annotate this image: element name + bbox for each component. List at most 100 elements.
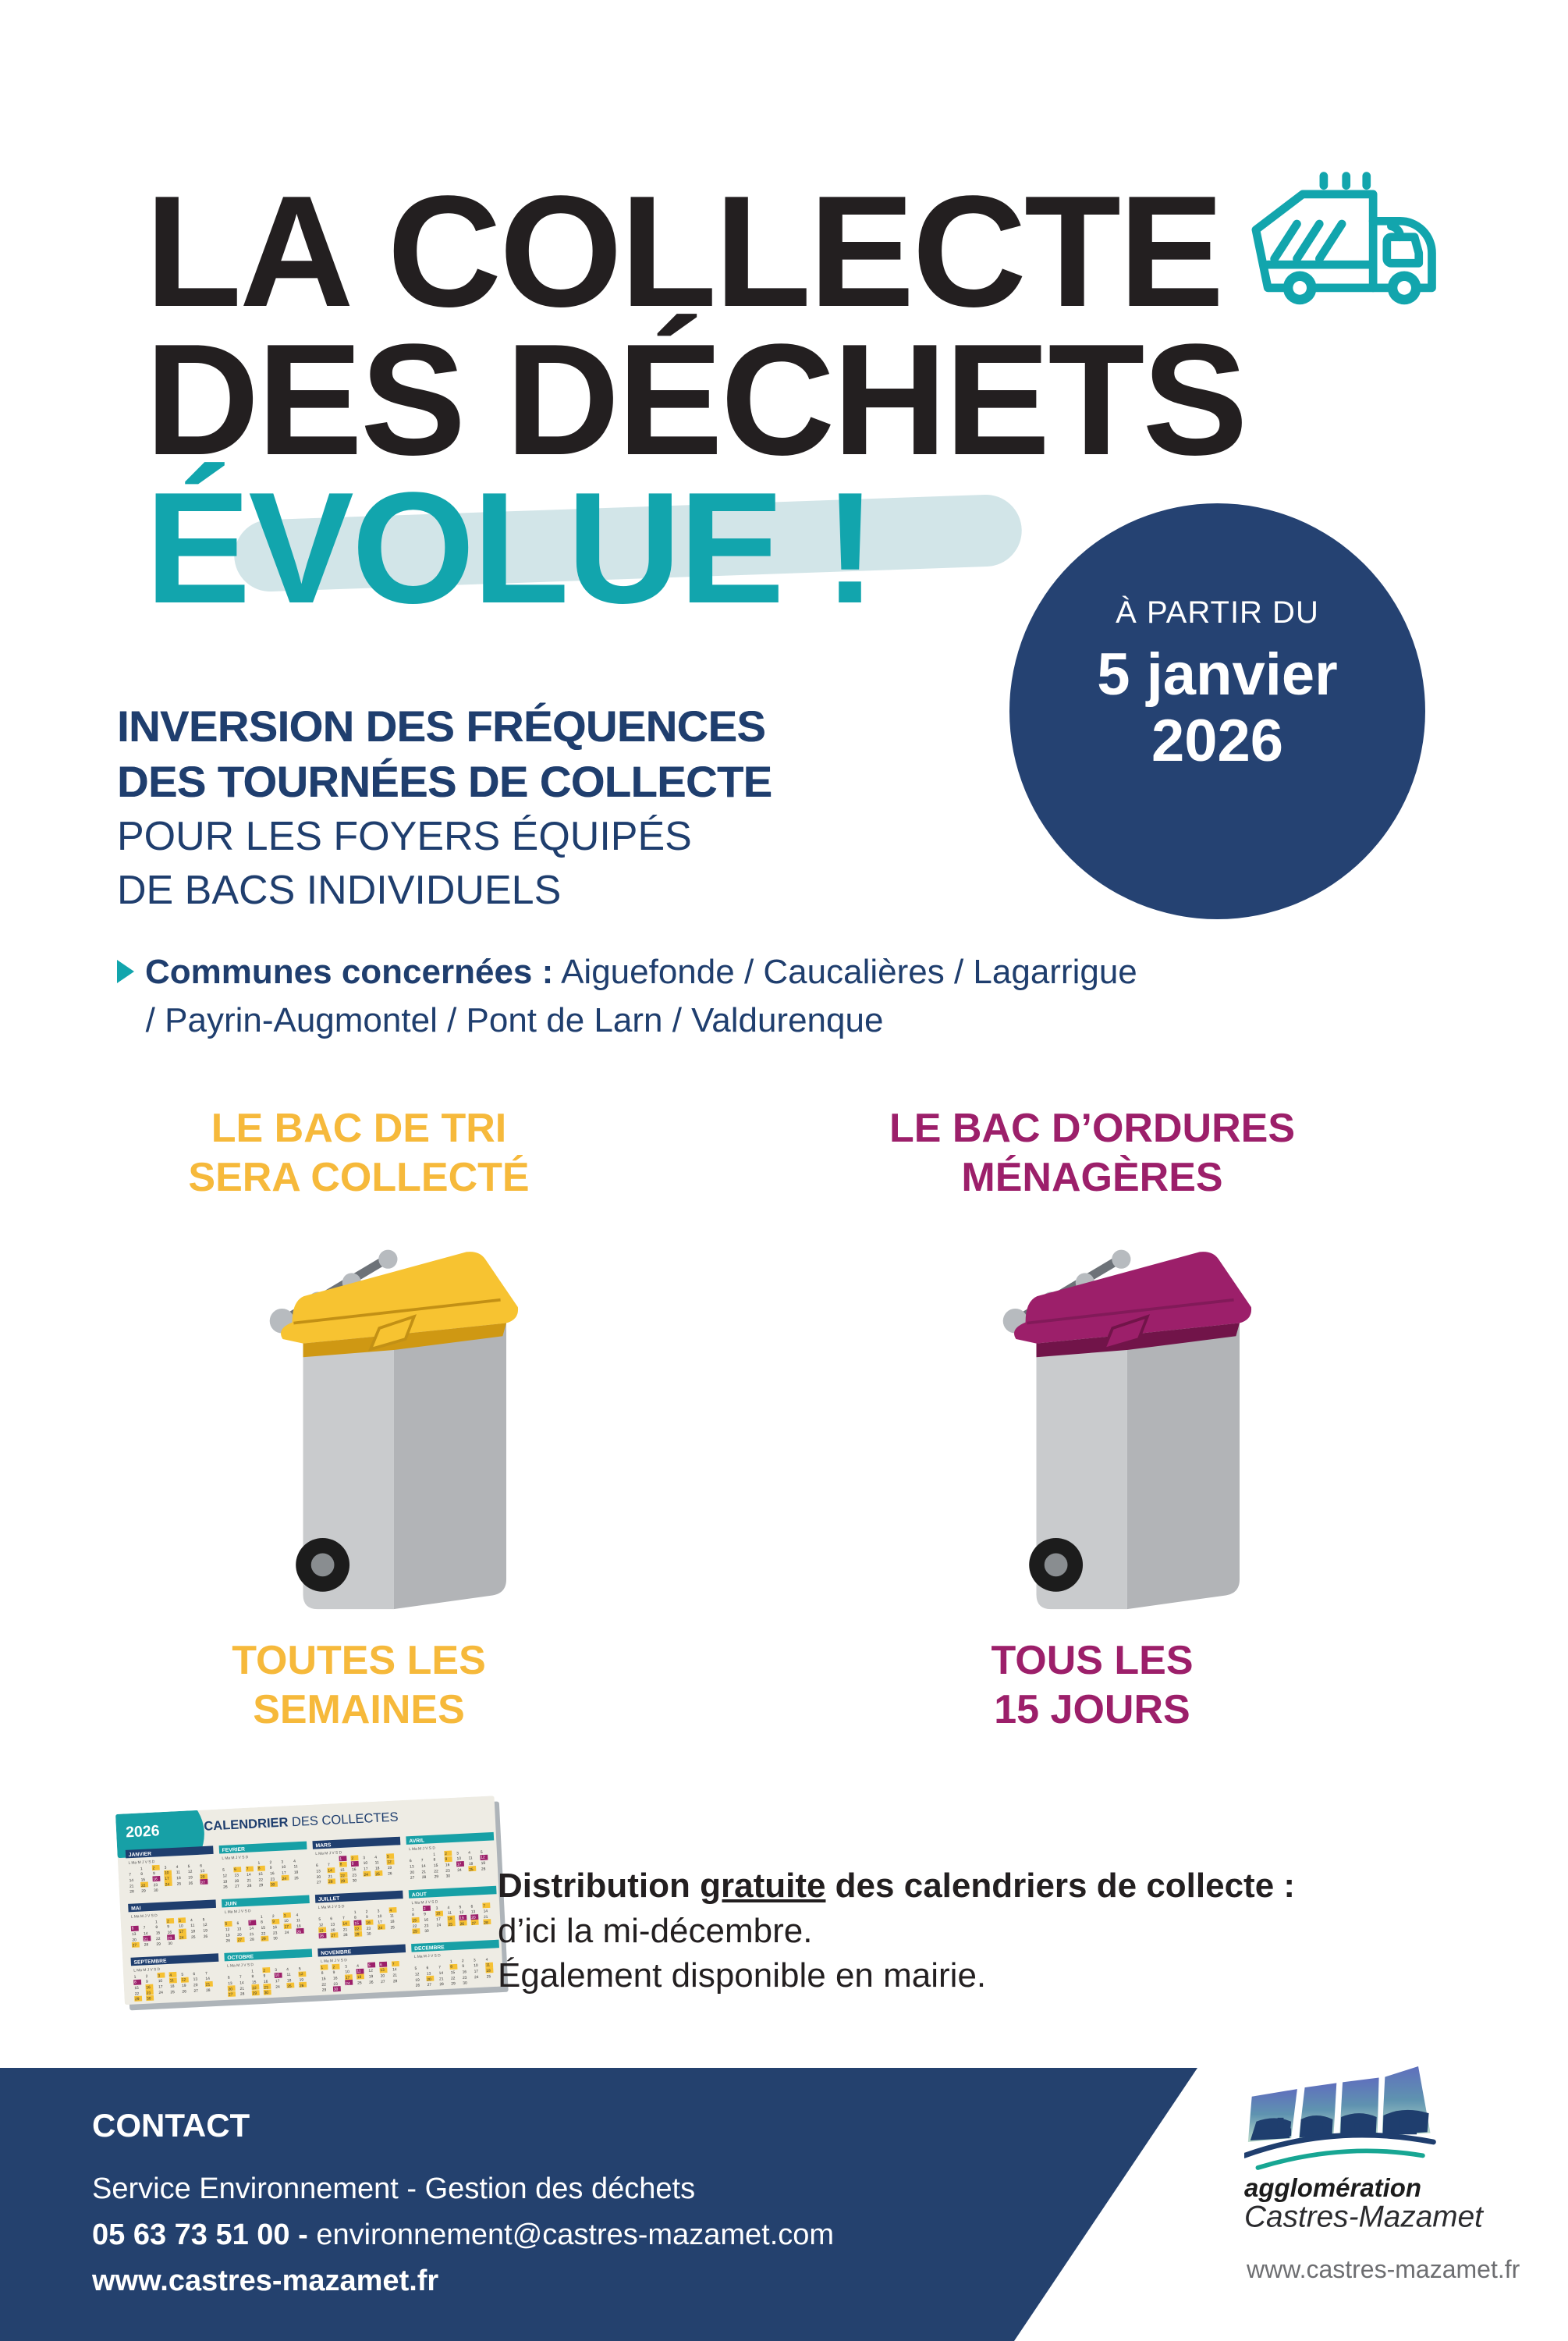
svg-text:27: 27 <box>229 1992 233 1997</box>
svg-text:22: 22 <box>434 1869 438 1874</box>
svg-text:12: 12 <box>222 1874 227 1878</box>
svg-text:25: 25 <box>170 1990 175 1995</box>
svg-text:23: 23 <box>273 1931 278 1936</box>
svg-text:28: 28 <box>240 1991 245 1996</box>
svg-text:24: 24 <box>364 1873 368 1877</box>
svg-text:18: 18 <box>296 1924 301 1929</box>
svg-text:27: 27 <box>331 1934 335 1938</box>
svg-text:23: 23 <box>352 1873 357 1877</box>
svg-text:13: 13 <box>410 1864 414 1869</box>
svg-text:16: 16 <box>366 1920 371 1925</box>
svg-text:19: 19 <box>459 1916 464 1920</box>
svg-text:27: 27 <box>427 1983 432 1988</box>
svg-text:JUIN: JUIN <box>225 1901 237 1907</box>
svg-text:JANVIER: JANVIER <box>129 1852 152 1858</box>
svg-text:23: 23 <box>333 1982 338 1987</box>
svg-text:21: 21 <box>484 1915 488 1920</box>
svg-text:22: 22 <box>135 1991 140 1996</box>
svg-text:24: 24 <box>285 1931 289 1935</box>
svg-text:22: 22 <box>141 1884 146 1888</box>
svg-text:24: 24 <box>474 1975 479 1980</box>
svg-text:25: 25 <box>191 1935 196 1940</box>
svg-text:15: 15 <box>156 1931 161 1935</box>
svg-text:27: 27 <box>472 1921 477 1926</box>
svg-text:21: 21 <box>343 1927 348 1932</box>
svg-text:27: 27 <box>317 1880 321 1885</box>
svg-text:17: 17 <box>275 1979 280 1984</box>
svg-text:11: 11 <box>375 1860 380 1865</box>
svg-text:14: 14 <box>239 1980 244 1985</box>
svg-text:12: 12 <box>188 1870 193 1874</box>
svg-text:MAI: MAI <box>131 1906 141 1912</box>
svg-text:12: 12 <box>368 1969 373 1973</box>
svg-text:28: 28 <box>247 1884 252 1888</box>
svg-text:26: 26 <box>369 1980 374 1985</box>
svg-text:10: 10 <box>179 1924 183 1928</box>
svg-text:10: 10 <box>474 1963 478 1968</box>
svg-text:16: 16 <box>153 1877 158 1881</box>
svg-text:15: 15 <box>261 1926 265 1931</box>
svg-text:30: 30 <box>334 1988 339 1992</box>
svg-text:25: 25 <box>177 1881 182 1886</box>
svg-text:23: 23 <box>445 1869 450 1874</box>
svg-text:17: 17 <box>179 1930 184 1934</box>
svg-text:11: 11 <box>176 1870 181 1875</box>
svg-text:19: 19 <box>188 1875 193 1880</box>
svg-text:19: 19 <box>223 1880 228 1885</box>
svg-text:28: 28 <box>484 1920 488 1925</box>
svg-text:24: 24 <box>275 1984 280 1989</box>
svg-text:21: 21 <box>247 1878 251 1883</box>
svg-text:14: 14 <box>328 1869 332 1874</box>
svg-text:17: 17 <box>282 1870 286 1875</box>
svg-text:28: 28 <box>439 1982 444 1987</box>
svg-text:24: 24 <box>437 1923 442 1927</box>
svg-text:20: 20 <box>132 1938 137 1942</box>
svg-text:29: 29 <box>156 1942 161 1947</box>
svg-text:28: 28 <box>343 1933 348 1938</box>
svg-text:13: 13 <box>380 1968 385 1973</box>
svg-text:16: 16 <box>146 1985 151 1990</box>
svg-text:MARS: MARS <box>315 1842 332 1849</box>
svg-text:16: 16 <box>445 1863 450 1867</box>
svg-text:11: 11 <box>357 1969 361 1973</box>
svg-text:19: 19 <box>300 1977 304 1982</box>
svg-text:25: 25 <box>287 1984 292 1989</box>
svg-text:11: 11 <box>468 1856 473 1860</box>
svg-text:17: 17 <box>436 1917 441 1922</box>
svg-text:29: 29 <box>253 1991 257 1996</box>
svg-text:20: 20 <box>427 1977 431 1982</box>
svg-text:23: 23 <box>147 1991 151 1996</box>
svg-text:15: 15 <box>141 1877 146 1882</box>
svg-text:30: 30 <box>147 1996 151 2001</box>
svg-text:29: 29 <box>259 1883 264 1888</box>
svg-text:10: 10 <box>165 1870 169 1875</box>
svg-text:19: 19 <box>319 1929 324 1934</box>
svg-text:18: 18 <box>448 1916 452 1921</box>
svg-text:26: 26 <box>460 1922 465 1927</box>
svg-text:28: 28 <box>250 1938 254 1942</box>
svg-text:23: 23 <box>463 1976 467 1980</box>
svg-text:26: 26 <box>388 1871 392 1876</box>
svg-text:19: 19 <box>225 1934 230 1938</box>
svg-text:18: 18 <box>390 1920 395 1924</box>
svg-text:28: 28 <box>144 1942 149 1947</box>
svg-text:24: 24 <box>179 1935 184 1940</box>
svg-text:29: 29 <box>451 1981 456 1986</box>
svg-text:20: 20 <box>237 1933 242 1938</box>
svg-text:26: 26 <box>189 1881 193 1886</box>
svg-text:22: 22 <box>451 1976 456 1980</box>
svg-text:16: 16 <box>352 1867 357 1872</box>
svg-text:14: 14 <box>439 1971 444 1976</box>
svg-text:12: 12 <box>203 1923 208 1927</box>
svg-text:13: 13 <box>234 1873 239 1877</box>
svg-text:10: 10 <box>282 1865 286 1870</box>
svg-text:10: 10 <box>436 1911 441 1916</box>
svg-text:15: 15 <box>258 1872 263 1877</box>
svg-text:21: 21 <box>250 1932 254 1937</box>
svg-text:14: 14 <box>247 1873 251 1877</box>
svg-text:15: 15 <box>434 1863 438 1868</box>
svg-text:27: 27 <box>410 1876 415 1881</box>
svg-text:29: 29 <box>135 1997 140 2002</box>
svg-text:23: 23 <box>168 1936 172 1941</box>
svg-text:15: 15 <box>134 1986 139 1991</box>
